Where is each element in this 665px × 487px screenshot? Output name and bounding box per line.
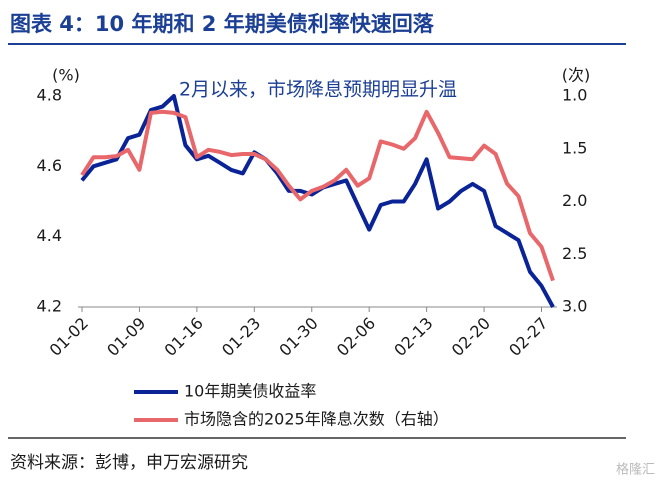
x-tick-label: 02-13 [390, 314, 436, 360]
annotation: 2月以来，市场降息预期明显升温 [179, 79, 457, 101]
source: 资料来源：彭博，申万宏源研究 [10, 453, 248, 473]
y2-tick-label: 1.5 [562, 138, 587, 157]
legend-label: 10年期美债收益率 [184, 382, 316, 401]
x-tick-label: 02-06 [333, 314, 379, 360]
y-unit: (%) [52, 66, 80, 85]
chart-title: 图表 4：10 年期和 2 年期美债利率快速回落 [10, 12, 435, 36]
y2-tick-label: 2.5 [562, 244, 587, 263]
legend-label: 市场隐含的2025年降息次数（右轴） [184, 410, 449, 429]
y-tick-label: 4.6 [37, 156, 62, 175]
x-tick-label: 01-16 [161, 314, 207, 360]
y2-tick-label: 2.0 [562, 191, 587, 210]
y2-tick-label: 3.0 [562, 297, 587, 316]
y-tick-label: 4.2 [37, 297, 62, 316]
x-tick-label: 01-02 [46, 314, 92, 360]
x-tick-label: 02-27 [505, 314, 551, 360]
y-tick-label: 4.4 [37, 226, 62, 245]
y2-unit: (次) [562, 66, 591, 85]
series-line [80, 109, 555, 282]
y2-tick-label: 1.0 [562, 86, 587, 105]
x-tick-label: 02-20 [448, 314, 494, 360]
x-tick-label: 01-09 [103, 314, 149, 360]
x-tick-label: 01-23 [218, 314, 264, 360]
x-tick-label: 01-30 [275, 314, 321, 360]
watermark: 格隆汇 [616, 462, 655, 478]
series-line [80, 94, 555, 308]
y-tick-label: 4.8 [37, 86, 62, 105]
